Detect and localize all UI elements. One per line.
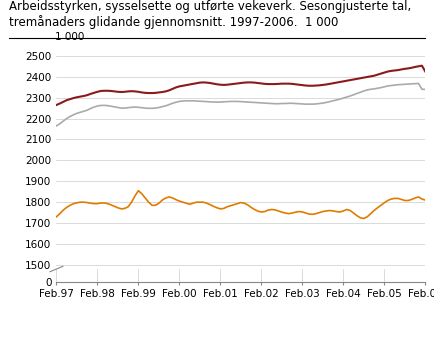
Sysselsette (156, 105, 161, 110)
Arbeidsstyrken (255, 81, 260, 85)
Sysselsette (177, 99, 182, 104)
Utførte vekeverk (54, 215, 59, 219)
Sysselsette (423, 87, 428, 91)
Utførte vekeverk (180, 200, 185, 204)
Arbeidsstyrken (252, 81, 257, 85)
Utførte vekeverk (423, 198, 428, 202)
Utførte vekeverk (81, 200, 86, 204)
Arbeidsstyrken (156, 90, 161, 95)
Sysselsette (416, 81, 421, 86)
Line: Utførte vekeverk: Utførte vekeverk (56, 191, 425, 218)
Arbeidsstyrken (419, 64, 424, 68)
Sysselsette (255, 100, 260, 105)
Line: Arbeidsstyrken: Arbeidsstyrken (56, 66, 425, 105)
Arbeidsstyrken (423, 69, 428, 74)
Sysselsette (54, 124, 59, 128)
Sysselsette (81, 109, 86, 113)
Text: 1 000: 1 000 (55, 32, 84, 42)
Arbeidsstyrken (81, 94, 86, 98)
Utførte vekeverk (160, 198, 165, 202)
Arbeidsstyrken (296, 83, 302, 87)
Sysselsette (296, 101, 302, 106)
Text: Arbeidsstyrken, sysselsette og utførte vekeverk. Sesongjusterte tal,
tremånaders: Arbeidsstyrken, sysselsette og utførte v… (9, 0, 411, 29)
Arbeidsstyrken (177, 84, 182, 88)
Utførte vekeverk (361, 216, 366, 221)
Utførte vekeverk (255, 209, 260, 213)
Arbeidsstyrken (54, 103, 59, 107)
Utførte vekeverk (300, 210, 305, 214)
Utførte vekeverk (259, 210, 264, 214)
Line: Sysselsette: Sysselsette (56, 83, 425, 126)
Sysselsette (252, 100, 257, 105)
Utførte vekeverk (136, 188, 141, 193)
